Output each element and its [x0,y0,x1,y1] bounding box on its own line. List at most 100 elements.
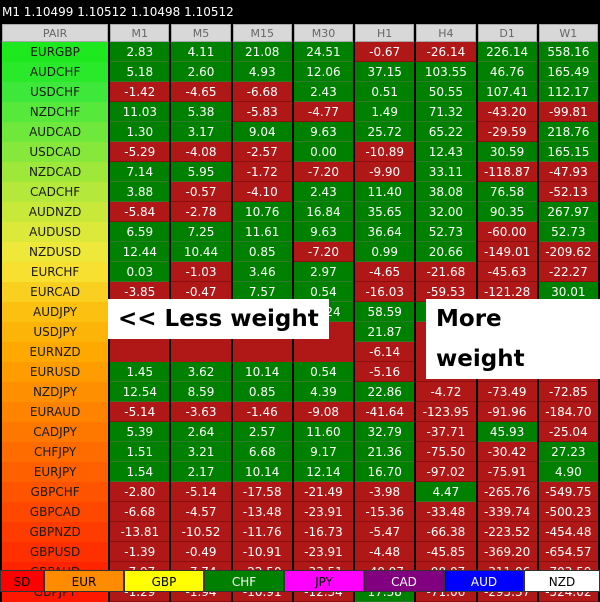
table-row: GBPCHF -2.80 -5.14 -17.58 -21.49 -3.98 4.47 -26… [2,482,598,502]
value-cell: 165.15 [538,142,598,162]
pair-cell[interactable]: GBPNZD [2,522,109,542]
value-cell: -5.29 [110,142,170,162]
pair-cell[interactable]: CHFJPY [2,442,109,462]
value-cell: -43.20 [477,102,537,122]
pair-cell[interactable]: CADJPY [2,422,109,442]
value-cell: 21.08 [232,42,292,62]
value-cell: 16.84 [293,202,354,222]
legend-item-sd[interactable]: SD [0,570,44,592]
legend-item-nzd[interactable]: NZD [524,570,600,592]
column-header-m1[interactable]: M1 [110,24,170,42]
value-cell: 10.44 [171,242,231,262]
value-cell: -4.65 [171,82,231,102]
pair-cell[interactable]: GBPUSD [2,542,109,562]
pair-cell[interactable]: EURGBP [2,42,109,62]
pair-cell[interactable]: EURCHF [2,262,109,282]
value-cell: 52.73 [416,222,476,242]
value-cell: 12.43 [416,142,476,162]
value-cell: 267.97 [538,202,598,222]
column-header-w1[interactable]: W1 [538,24,598,42]
value-cell: 10.76 [232,202,292,222]
legend-item-chf[interactable]: CHF [204,570,284,592]
value-cell: -13.48 [232,502,292,522]
value-cell: -75.50 [416,442,476,462]
legend-item-aud[interactable]: AUD [444,570,524,592]
value-cell: -4.65 [355,262,415,282]
table-row: NZDCHF 11.03 5.38 -5.83 -4.77 1.49 71.32 -43.20… [2,102,598,122]
value-cell: 21.36 [355,442,415,462]
pair-cell[interactable]: EURJPY [2,462,109,482]
value-cell: 12.06 [293,62,354,82]
legend-item-eur[interactable]: EUR [44,570,124,592]
value-cell: -10.91 [232,542,292,562]
pair-cell[interactable]: GBPCHF [2,482,109,502]
legend-item-gbp[interactable]: GBP [124,570,204,592]
pair-cell[interactable]: EURNZD [2,342,109,362]
column-header-d1[interactable]: D1 [477,24,537,42]
pair-cell[interactable]: USDCHF [2,82,109,102]
pair-cell[interactable]: AUDNZD [2,202,109,222]
value-cell: -1.46 [232,402,292,422]
value-cell: 27.23 [538,442,598,462]
pair-cell[interactable]: CADCHF [2,182,109,202]
pair-cell[interactable]: EURUSD [2,362,109,382]
value-cell: -45.85 [416,542,476,562]
pair-cell[interactable]: GBPCAD [2,502,109,522]
legend-item-cad[interactable]: CAD [364,570,444,592]
column-header-pair[interactable]: PAIR [2,24,109,42]
pair-cell[interactable]: NZDCAD [2,162,109,182]
pair-cell[interactable]: AUDCAD [2,122,109,142]
value-cell: 11.03 [110,102,170,122]
pair-cell[interactable]: EURCAD [2,282,109,302]
value-cell: 9.04 [232,122,292,142]
value-cell: 165.49 [538,62,598,82]
value-cell: 103.55 [416,62,476,82]
pair-cell[interactable]: USDCAD [2,142,109,162]
value-cell: 9.63 [293,222,354,242]
value-cell: 218.76 [538,122,598,142]
value-cell: 2.43 [293,82,354,102]
pair-cell[interactable]: AUDUSD [2,222,109,242]
value-cell: -184.70 [538,402,598,422]
price-text: M1 1.10499 1.10512 1.10498 1.10512 [2,5,234,19]
column-header-m5[interactable]: M5 [171,24,231,42]
value-cell: -91.96 [477,402,537,422]
value-cell: 5.39 [110,422,170,442]
value-cell: 25.72 [355,122,415,142]
column-header-m30[interactable]: M30 [293,24,354,42]
value-cell: -16.03 [355,282,415,302]
pair-cell[interactable]: NZDUSD [2,242,109,262]
value-cell: 35.65 [355,202,415,222]
value-cell: 0.99 [355,242,415,262]
pair-cell[interactable]: EURAUD [2,402,109,422]
value-cell: 11.61 [232,222,292,242]
pair-cell[interactable]: AUDCHF [2,62,109,82]
pair-cell[interactable]: AUDJPY [2,302,109,322]
column-header-h4[interactable]: H4 [416,24,476,42]
column-header-h1[interactable]: H1 [355,24,415,42]
value-cell: -2.78 [171,202,231,222]
value-cell: -99.81 [538,102,598,122]
value-cell: -4.08 [171,142,231,162]
value-cell: -29.59 [477,122,537,142]
value-cell: -60.00 [477,222,537,242]
pair-cell[interactable]: NZDJPY [2,382,109,402]
pair-cell[interactable]: NZDCHF [2,102,109,122]
table-row: EURAUD -5.14 -3.63 -1.46 -9.08 -41.64 -123.95-… [2,402,598,422]
header-row: PAIR M1 M5 M15 M30 H1 H4 D1 W1 [2,24,598,42]
legend-item-jpy[interactable]: JPY [284,570,364,592]
column-header-m15[interactable]: M15 [232,24,292,42]
value-cell: 4.93 [232,62,292,82]
value-cell: -37.71 [416,422,476,442]
value-cell: -15.36 [355,502,415,522]
value-cell: 2.60 [171,62,231,82]
pair-cell[interactable]: USDJPY [2,322,109,342]
value-cell [232,342,292,362]
value-cell [293,342,354,362]
value-cell: 3.62 [171,362,231,382]
value-cell: 65.22 [416,122,476,142]
value-cell [110,342,170,362]
value-cell: 11.60 [293,422,354,442]
value-cell: 12.14 [293,462,354,482]
table-row: CADJPY 5.39 2.64 2.57 11.60 32.79 -37.71 45.93-… [2,422,598,442]
